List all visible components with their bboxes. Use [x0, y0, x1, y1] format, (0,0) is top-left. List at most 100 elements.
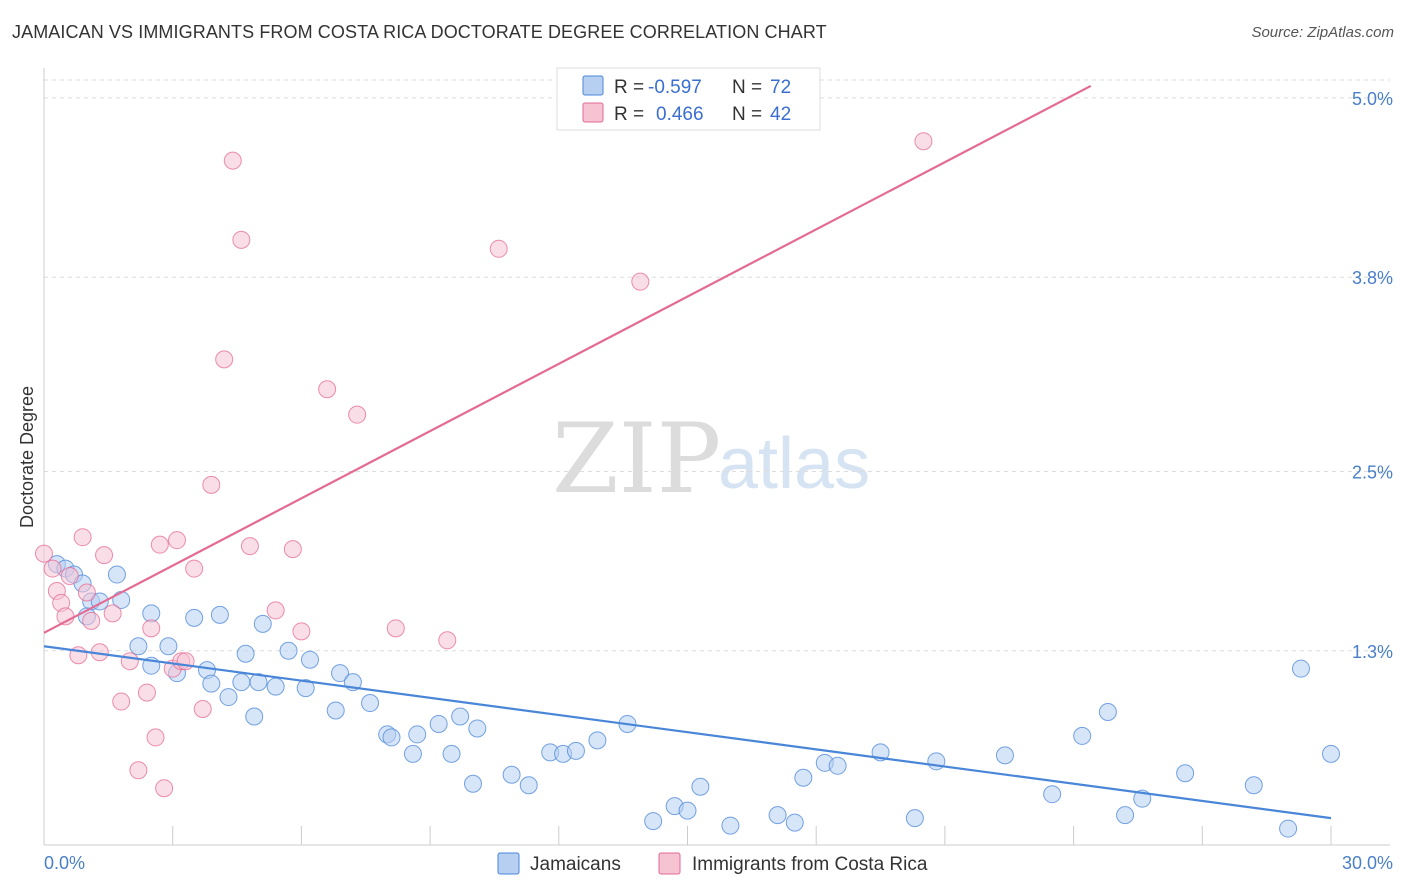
costa-rica-point-34 [292, 622, 311, 641]
jamaican-point-50 [678, 801, 697, 820]
legend-r-label-costa-rica: R = [614, 104, 644, 125]
jamaican-point-52 [721, 816, 740, 835]
x-axis-ticks [43, 826, 1332, 845]
series-legend: Jamaicans Immigrants from Costa Rica [497, 852, 928, 875]
jamaican-point-70 [1291, 659, 1310, 678]
costa-rica-point-16 [137, 683, 156, 702]
costa-rica-point-19 [150, 535, 169, 554]
jamaican-point-12 [159, 637, 178, 656]
costa-rica-point-5 [60, 567, 79, 586]
series-jamaicans [47, 555, 1340, 838]
jamaican-point-22 [253, 614, 272, 633]
jamaican-point-25 [279, 641, 298, 660]
costa-rica-point-25 [185, 559, 204, 578]
legend-r-value-jamaicans: -0.597 [648, 77, 702, 98]
jamaican-point-53 [768, 806, 787, 825]
legend-r-value-costa-rica: 0.466 [656, 104, 704, 125]
trend-line-costa-rica [43, 84, 1092, 634]
y-axis-label: Doctorate Degree [17, 386, 37, 528]
costa-rica-point-29 [223, 151, 242, 170]
jamaican-point-62 [1043, 785, 1062, 804]
jamaican-point-40 [468, 719, 487, 738]
jamaican-point-41 [502, 765, 521, 784]
jamaican-point-46 [588, 731, 607, 750]
jamaican-point-48 [644, 812, 663, 831]
jamaican-point-9 [129, 637, 148, 656]
legend-r-label-jamaicans: R = [614, 77, 644, 98]
chart-title: JAMAICAN VS IMMIGRANTS FROM COSTA RICA D… [12, 22, 827, 42]
jamaican-point-39 [464, 774, 482, 793]
jamaican-point-71 [1322, 744, 1340, 763]
y-tick-label-2: 3.8% [1352, 268, 1393, 288]
costa-rica-point-24 [176, 652, 195, 671]
jamaican-point-69 [1244, 776, 1263, 795]
costa-rica-point-13 [112, 692, 131, 711]
bottom-legend-label-costa-rica: Immigrants from Costa Rica [692, 854, 928, 875]
jamaican-point-16 [202, 674, 221, 693]
legend-swatch-costa-rica [582, 102, 604, 123]
jamaican-point-21 [245, 707, 264, 726]
jamaican-point-17 [210, 605, 229, 624]
jamaican-point-61 [995, 746, 1014, 765]
costa-rica-point-37 [386, 619, 405, 638]
costa-rica-point-17 [142, 619, 161, 638]
jamaican-point-51 [691, 777, 710, 796]
jamaican-point-36 [429, 714, 448, 733]
legend-n-value-costa-rica: 42 [770, 104, 791, 125]
jamaican-point-64 [1098, 703, 1117, 722]
bottom-legend-swatch-costa-rica [658, 852, 681, 875]
jamaican-point-35 [408, 725, 427, 744]
y-tick-labels: 1.3% 2.5% 3.8% 5.0% [1352, 89, 1393, 662]
costa-rica-point-35 [318, 380, 337, 399]
trend-line-jamaicans [43, 645, 1332, 820]
jamaican-point-23 [249, 673, 268, 692]
source-label: Source: ZipAtlas.com [1251, 24, 1394, 41]
jamaican-point-29 [331, 664, 350, 683]
jamaican-point-26 [296, 679, 315, 698]
gridlines [44, 79, 1390, 652]
costa-rica-point-0 [35, 544, 53, 563]
costa-rica-point-12 [103, 604, 122, 623]
bottom-legend-label-jamaicans: Jamaicans [530, 854, 621, 875]
legend-n-label-jamaicans: N = [732, 77, 762, 98]
jamaican-point-65 [1116, 806, 1135, 825]
y-tick-label-1: 2.5% [1352, 462, 1393, 482]
jamaican-point-33 [382, 728, 401, 747]
costa-rica-point-1 [43, 559, 62, 578]
jamaican-point-19 [232, 673, 251, 692]
costa-rica-point-27 [202, 475, 221, 494]
jamaican-point-18 [219, 688, 238, 707]
jamaican-point-14 [185, 608, 204, 627]
jamaican-point-67 [1176, 764, 1195, 783]
legend-n-label-costa-rica: N = [732, 104, 762, 125]
costa-rica-point-31 [240, 537, 259, 556]
costa-rica-point-38 [438, 631, 457, 650]
costa-rica-point-41 [914, 132, 933, 151]
costa-rica-point-22 [167, 531, 186, 550]
jamaican-point-57 [828, 756, 847, 775]
costa-rica-point-14 [120, 652, 139, 671]
y-tick-label-3: 5.0% [1352, 89, 1393, 109]
costa-rica-point-30 [232, 230, 251, 249]
trend-lines [43, 84, 1332, 820]
jamaican-point-37 [442, 744, 461, 763]
costa-rica-point-8 [77, 583, 96, 602]
jamaican-point-20 [236, 644, 255, 663]
costa-rica-point-32 [266, 601, 285, 620]
costa-rica-point-28 [215, 350, 234, 369]
jamaican-point-68 [1279, 819, 1298, 838]
jamaican-point-24 [266, 677, 285, 696]
costa-rica-point-9 [82, 611, 101, 630]
costa-rica-point-33 [283, 540, 302, 559]
jamaican-point-55 [794, 768, 813, 787]
jamaican-point-31 [361, 694, 380, 713]
costa-rica-point-20 [155, 779, 174, 798]
jamaican-point-59 [905, 809, 924, 828]
y-tick-label-0: 1.3% [1352, 642, 1393, 662]
bottom-legend-swatch-jamaicans [497, 852, 520, 875]
x-tick-label-max: 30.0% [1342, 853, 1393, 873]
costa-rica-point-26 [193, 700, 212, 719]
costa-rica-point-18 [146, 728, 165, 747]
costa-rica-point-15 [129, 761, 148, 780]
costa-rica-point-11 [95, 546, 114, 565]
